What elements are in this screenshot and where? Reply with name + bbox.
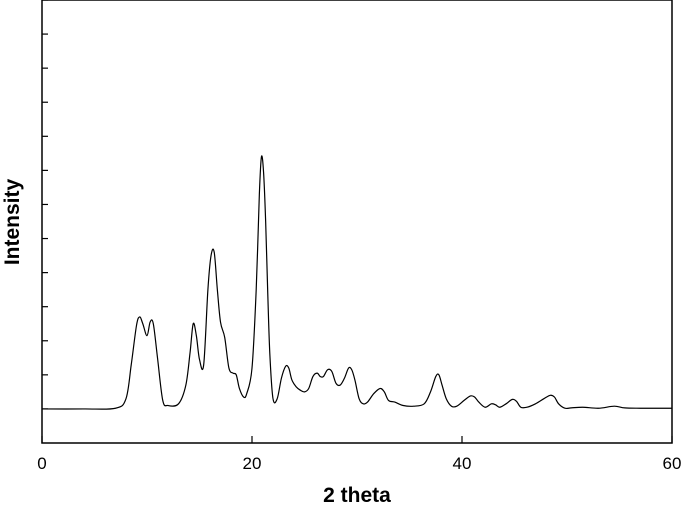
x-tick-label: 20 bbox=[243, 454, 262, 473]
y-axis-title: Intensity bbox=[1, 179, 24, 266]
x-tick-label: 60 bbox=[663, 454, 682, 473]
x-axis-ticks bbox=[41, 436, 673, 443]
x-axis-title: 2 theta bbox=[323, 484, 391, 506]
x-axis-tick-labels: 0 20 40 60 bbox=[37, 454, 681, 473]
plot-frame bbox=[41, 0, 673, 444]
y-axis-ticks bbox=[42, 0, 48, 410]
x-tick-label: 40 bbox=[453, 454, 472, 473]
series-line bbox=[41, 155, 672, 410]
x-tick-label: 0 bbox=[37, 454, 46, 473]
